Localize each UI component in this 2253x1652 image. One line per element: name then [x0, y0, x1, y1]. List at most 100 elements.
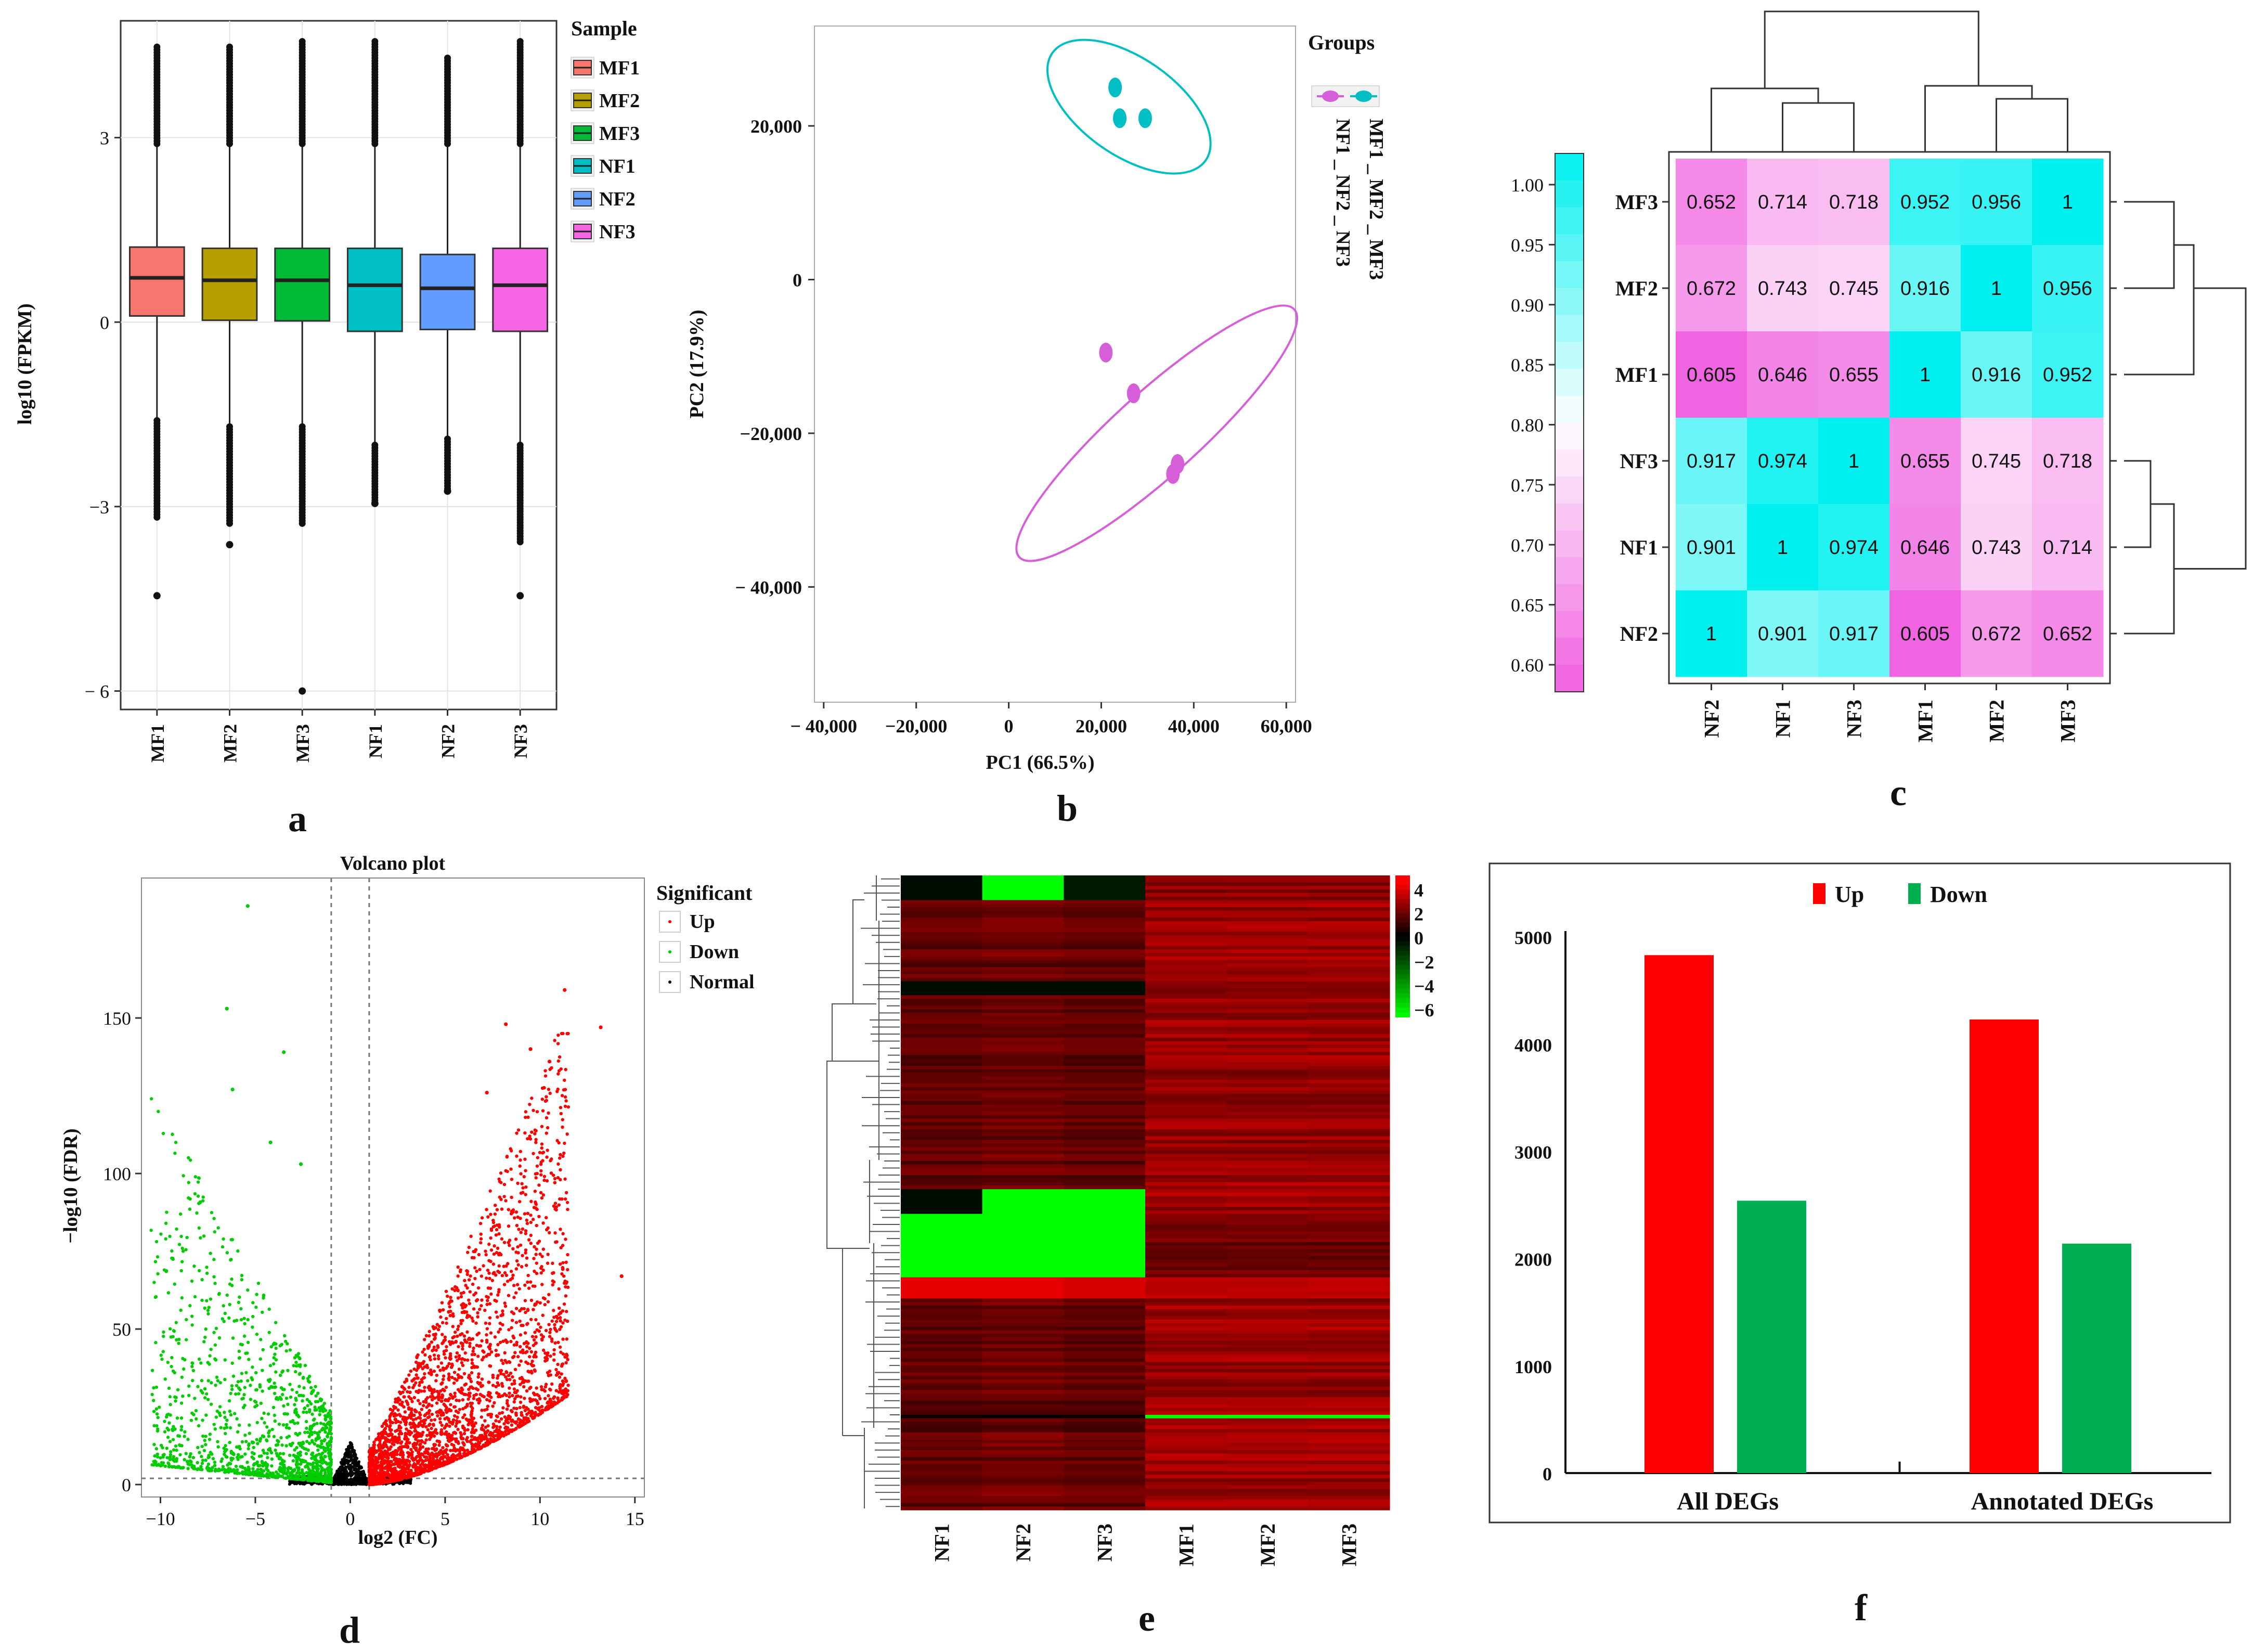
- volcano-point-up: [468, 1302, 471, 1305]
- volcano-point-down: [276, 1398, 279, 1401]
- volcano-point-down: [159, 1456, 162, 1460]
- volcano-point-down: [200, 1278, 203, 1281]
- volcano-point-down: [312, 1418, 315, 1422]
- volcano-point-up: [503, 1301, 506, 1305]
- panel-a-plot-frame: [121, 21, 556, 709]
- volcano-point-down: [329, 1459, 332, 1462]
- volcano-point-down: [200, 1455, 203, 1458]
- volcano-point-down: [216, 1445, 219, 1448]
- volcano-point-down: [325, 1462, 328, 1465]
- volcano-point-up: [545, 1116, 548, 1119]
- volcano-point-up: [433, 1418, 436, 1421]
- colorbar-segment: [1555, 423, 1584, 450]
- volcano-point-down: [218, 1469, 221, 1472]
- volcano-point-down: [281, 1388, 284, 1391]
- volcano-point-normal: [355, 1479, 358, 1482]
- volcano-point-down: [319, 1479, 322, 1482]
- volcano-point-down: [170, 1465, 173, 1468]
- volcano-point-down: [270, 1345, 273, 1348]
- heatmap-cell: 0.916: [1961, 331, 2032, 418]
- volcano-point-down: [262, 1294, 265, 1297]
- volcano-point-up: [563, 1079, 566, 1082]
- colorbar-segment: [1555, 584, 1584, 612]
- volcano-point-down: [296, 1478, 299, 1481]
- volcano-point-down: [183, 1458, 186, 1461]
- volcano-point-down: [156, 1429, 159, 1432]
- panel-a-y-ticks: 30−3− 6: [85, 128, 121, 702]
- volcano-point-down: [262, 1435, 265, 1438]
- volcano-point-down: [193, 1192, 197, 1195]
- volcano-point-down: [308, 1410, 311, 1413]
- volcano-point-down: [251, 1378, 254, 1381]
- volcano-point-down: [180, 1376, 184, 1379]
- volcano-point-down: [206, 1361, 209, 1364]
- volcano-point-up: [551, 1280, 554, 1283]
- volcano-point-down: [294, 1455, 297, 1459]
- volcano-point-normal: [349, 1441, 352, 1444]
- box-outlier-min: [226, 541, 234, 548]
- volcano-point-down: [249, 1384, 252, 1387]
- volcano-point-down: [282, 1423, 285, 1426]
- volcano-point-down: [248, 1431, 251, 1435]
- volcano-point-down: [172, 1455, 175, 1458]
- volcano-point-down: [164, 1465, 167, 1468]
- volcano-point-down: [326, 1422, 329, 1425]
- volcano-point-up: [438, 1417, 442, 1420]
- volcano-point-down: [266, 1452, 269, 1455]
- volcano-point-down: [156, 1412, 159, 1415]
- volcano-point-down: [297, 1467, 300, 1470]
- volcano-point-down: [229, 1462, 232, 1465]
- volcano-point-down: [263, 1451, 266, 1454]
- volcano-point-down: [257, 1474, 260, 1477]
- volcano-point-down: [294, 1370, 297, 1373]
- volcano-point-up: [530, 1096, 533, 1100]
- volcano-point-normal: [301, 1482, 304, 1486]
- volcano-point-down: [190, 1280, 193, 1283]
- volcano-point-down: [179, 1212, 182, 1216]
- volcano-point-down: [162, 1454, 165, 1457]
- volcano-point-down: [213, 1461, 216, 1464]
- volcano-point-down: [233, 1412, 236, 1415]
- volcano-point-up: [465, 1273, 469, 1276]
- volcano-point-down: [312, 1424, 315, 1427]
- volcano-point-up: [555, 1139, 559, 1142]
- pca-sample-point: [1108, 78, 1122, 97]
- b-ytick-label: − 40,000: [735, 577, 802, 598]
- volcano-point-down: [294, 1397, 297, 1400]
- volcano-point-down: [183, 1435, 186, 1438]
- volcano-point-down: [179, 1235, 183, 1238]
- volcano-point-down: [295, 1391, 299, 1394]
- b-legend-key-dot: [1355, 91, 1372, 102]
- volcano-point-down: [210, 1211, 213, 1214]
- volcano-point-down: [247, 1442, 250, 1446]
- volcano-point-down: [225, 1426, 228, 1429]
- volcano-point-down: [285, 1426, 288, 1429]
- volcano-point-down: [232, 1375, 235, 1378]
- volcano-point-down: [247, 1473, 250, 1476]
- volcano-point-down: [199, 1465, 202, 1468]
- volcano-point-up: [394, 1429, 397, 1432]
- volcano-point-down: [225, 1418, 228, 1422]
- volcano-point-up: [561, 1126, 564, 1129]
- volcano-point-up: [508, 1244, 511, 1247]
- heatmap-row-label: MF1: [1615, 363, 1658, 386]
- heatmap-cell-value: 0.952: [1900, 191, 1950, 213]
- volcano-point-down: [188, 1304, 191, 1307]
- box-iqr: [347, 248, 402, 331]
- volcano-point-down: [251, 1301, 254, 1304]
- volcano-point-down: [318, 1445, 321, 1448]
- volcano-point-up: [532, 1152, 535, 1155]
- volcano-point-down: [267, 1308, 270, 1311]
- volcano-point-down: [310, 1439, 314, 1442]
- volcano-point-down: [214, 1427, 217, 1430]
- volcano-point-down: [234, 1392, 237, 1396]
- volcano-point-down: [188, 1455, 191, 1458]
- volcano-point-up: [513, 1344, 516, 1347]
- volcano-point-down: [229, 1392, 232, 1395]
- heatmap-cell-value: 0.916: [1900, 278, 1950, 300]
- volcano-point-down: [236, 1249, 239, 1253]
- volcano-point-up: [520, 1360, 523, 1363]
- volcano-point-down: [278, 1423, 281, 1426]
- volcano-point-down: [299, 1472, 302, 1475]
